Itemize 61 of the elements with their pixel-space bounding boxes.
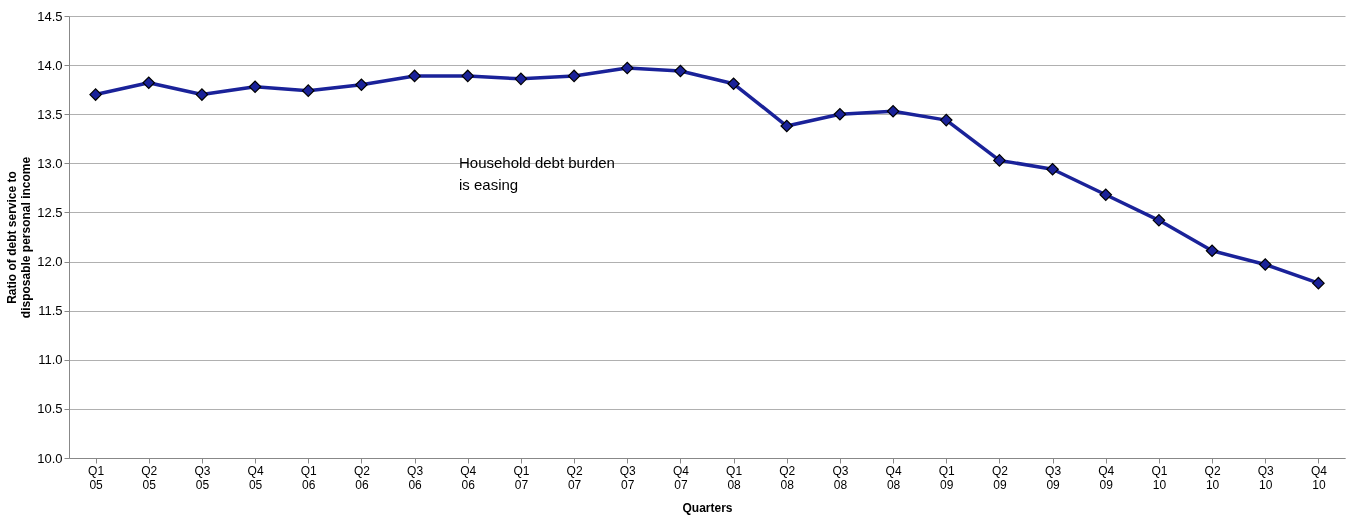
x-tick-label: Q3 05 — [194, 463, 211, 492]
x-tick-label: Q4 10 — [1310, 463, 1328, 492]
x-tick-label: Q3 09 — [1045, 463, 1062, 492]
point — [1205, 244, 1219, 258]
point — [833, 107, 847, 121]
y-axis-title: Ratio of debt service to disposable personal income — [5, 156, 34, 319]
point — [1099, 188, 1113, 202]
x-tick-label: Q3 10 — [1257, 463, 1275, 492]
point — [1312, 276, 1325, 290]
y-tick-label: 14.0 — [37, 57, 63, 73]
x-tick-label: Q1 09 — [938, 463, 956, 492]
point — [408, 69, 421, 83]
point — [567, 69, 581, 83]
y-tick-label: 14.5 — [37, 8, 63, 24]
point — [1046, 162, 1059, 176]
point — [780, 119, 794, 133]
x-tick-label: Q1 06 — [300, 463, 318, 492]
x-tick-label: Q2 07 — [566, 463, 583, 492]
x-tick-label: Q1 10 — [1151, 463, 1168, 492]
point — [461, 69, 475, 83]
x-axis-title: Quarters — [682, 500, 733, 515]
x-tick-label: Q2 10 — [1204, 463, 1221, 492]
y-tick-label: 10.5 — [37, 401, 63, 417]
x-tick-label: Q4 05 — [247, 463, 264, 492]
point — [142, 76, 156, 90]
x-tick-label: Q4 07 — [672, 463, 690, 492]
x-tick-label: Q1 08 — [726, 463, 743, 492]
point — [1258, 258, 1272, 271]
x-tick-label: Q1 05 — [88, 463, 105, 492]
point — [514, 72, 528, 86]
x-tick-label: Q1 07 — [513, 463, 530, 492]
annotation: Household debt burden is easing — [459, 154, 615, 193]
point — [620, 61, 634, 75]
point — [727, 77, 740, 91]
y-tick-label: 13.0 — [37, 155, 63, 171]
x-tick-label: Q2 05 — [141, 463, 158, 492]
point — [674, 64, 687, 78]
y-tick-label: 11.5 — [38, 303, 63, 319]
x-tick-label: Q3 07 — [619, 463, 637, 492]
y-tick-label: 12.0 — [37, 254, 63, 270]
point — [195, 88, 209, 101]
x-tick-label: Q4 08 — [885, 463, 902, 492]
point — [89, 88, 102, 101]
x-tick-label: Q3 08 — [832, 463, 849, 492]
y-tick-label: 12.5 — [37, 204, 63, 220]
point — [886, 104, 900, 118]
y-tick-label: 10.0 — [37, 450, 63, 466]
point — [301, 84, 315, 97]
x-tick-label: Q2 06 — [353, 463, 371, 492]
x-tick-label: Q2 09 — [991, 463, 1009, 492]
point — [939, 113, 953, 127]
point — [248, 80, 262, 94]
y-tick-label: 11.0 — [38, 352, 63, 368]
y-tick-label: 13.5 — [37, 106, 63, 122]
x-tick-label: Q2 08 — [779, 463, 796, 492]
x-tick-label: Q4 09 — [1098, 463, 1115, 492]
x-tick-label: Q3 06 — [407, 463, 424, 492]
point — [1152, 214, 1166, 227]
point — [355, 78, 368, 92]
point — [993, 154, 1006, 167]
x-tick-label: Q4 06 — [460, 463, 477, 492]
